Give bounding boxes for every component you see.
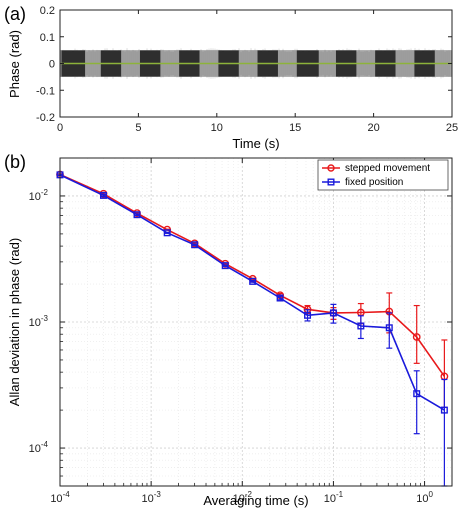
data-point <box>413 390 421 398</box>
x-tick-label: 10 <box>211 122 223 134</box>
panel-a-plot: 0 5 10 15 20 25 0.2 0.1 0 -0.1 -0.2 <box>36 5 458 134</box>
y-tick-label: 0.2 <box>40 5 55 17</box>
data-point <box>191 241 199 249</box>
panel-a-x-ticks: 0 5 10 15 20 25 <box>57 10 458 134</box>
panel-a-y-axis-label: Phase (rad) <box>7 30 22 98</box>
x-tick-label: 20 <box>367 122 379 134</box>
panel-b-plot: 10-4 10-3 10-2 10-1 100 10-2 10-3 10-4 <box>29 157 453 505</box>
data-point <box>412 333 421 341</box>
panel-b-series <box>56 170 449 487</box>
data-point <box>163 229 171 237</box>
legend-box <box>317 159 449 191</box>
x-tick-label: 15 <box>289 122 301 134</box>
x-tick-label: 10-1 <box>324 490 344 505</box>
y-tick-label: 10-2 <box>29 188 49 203</box>
data-point <box>329 309 337 317</box>
data-point <box>304 311 312 319</box>
panel-b-legend: stepped movement fixed position <box>317 159 449 191</box>
panel-a-label: (a) <box>4 4 26 24</box>
legend-label-fixed-position: fixed position <box>345 177 403 188</box>
panel-a-y-ticks: 0.2 0.1 0 -0.1 -0.2 <box>36 5 452 124</box>
legend-entry-fixed-position: fixed position <box>322 177 403 188</box>
x-tick-label: 5 <box>135 122 141 134</box>
panel-b-x-ticks: 10-4 10-3 10-2 10-1 100 <box>50 158 453 505</box>
legend-marker-fixed-position <box>327 178 335 186</box>
data-point <box>221 262 229 270</box>
panel-a-x-axis-label: Time (s) <box>232 136 279 151</box>
panel-b-label: (b) <box>4 152 26 172</box>
series-fixed-position <box>56 171 448 487</box>
panel-b-y-axis-label: Allan deviation in phase (rad) <box>7 238 22 406</box>
x-tick-label: 0 <box>57 122 63 134</box>
y-tick-label: -0.1 <box>36 85 55 97</box>
data-point <box>249 277 257 285</box>
legend-entry-stepped-movement: stepped movement <box>322 163 430 174</box>
data-point <box>133 211 141 219</box>
x-tick-label: 10-3 <box>141 490 161 505</box>
data-point <box>357 322 365 330</box>
x-tick-label: 10-4 <box>50 490 70 505</box>
x-tick-label: 25 <box>446 122 458 134</box>
y-tick-label: 10-3 <box>29 314 49 329</box>
legend-marker-stepped-movement <box>327 164 335 172</box>
x-tick-label: 100 <box>416 490 433 505</box>
y-tick-label: 10-4 <box>29 440 49 455</box>
y-tick-label: 0 <box>49 59 55 71</box>
series-line <box>59 174 445 411</box>
y-tick-label: -0.2 <box>36 112 55 124</box>
data-point <box>440 406 448 414</box>
y-tick-label: 0.1 <box>40 32 55 44</box>
panel-b-x-axis-label: Averaging time (s) <box>203 493 308 508</box>
data-point <box>276 294 284 302</box>
x-tick-label: 10-2 <box>233 490 253 505</box>
legend-label-stepped-movement: stepped movement <box>345 163 430 174</box>
data-point <box>385 324 393 332</box>
panel-b-y-ticks: 10-2 10-3 10-4 <box>29 157 452 487</box>
series-line <box>59 173 446 377</box>
data-point <box>99 191 107 199</box>
